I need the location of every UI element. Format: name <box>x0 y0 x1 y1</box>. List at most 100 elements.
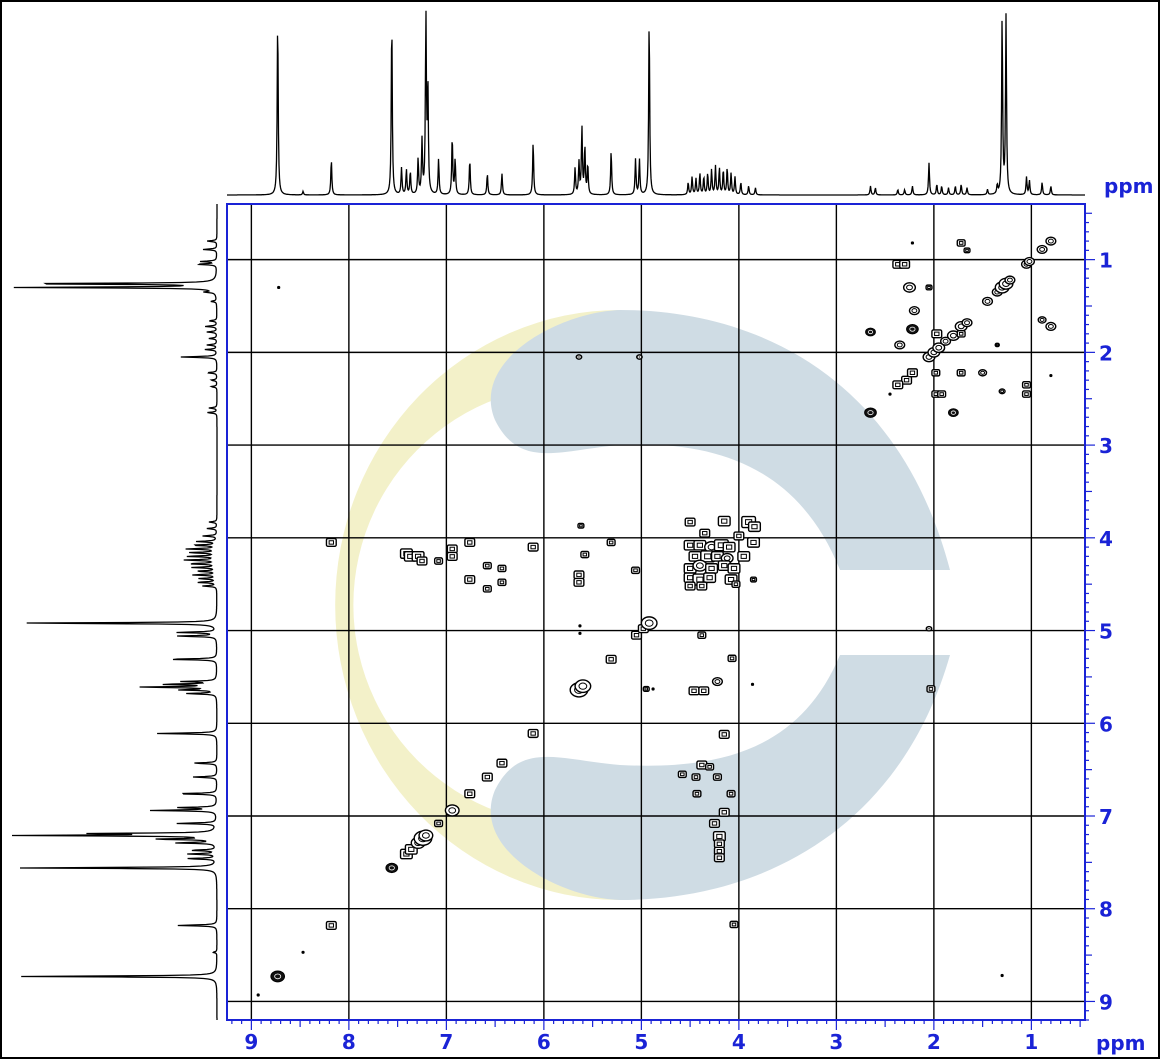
cross-peak <box>713 839 725 849</box>
cross-peak <box>925 284 933 291</box>
cross-peak <box>1049 373 1053 378</box>
cross-peak-contour <box>895 382 901 388</box>
cross-peak <box>651 687 655 691</box>
cross-peak-contour <box>980 370 986 375</box>
cross-peak <box>1004 275 1016 285</box>
cross-peak <box>956 368 966 377</box>
cross-peak <box>270 970 286 983</box>
cross-peak <box>481 772 493 782</box>
cross-peak-contour <box>958 370 964 375</box>
cross-peak <box>642 685 650 693</box>
cross-peak-contour <box>699 762 705 768</box>
cross-peak-contour <box>577 355 581 359</box>
cross-peak <box>1037 316 1047 324</box>
cross-peak-contour <box>699 633 705 638</box>
x-axis-unit-label: ppm <box>1096 1031 1145 1055</box>
cross-peak <box>606 538 616 547</box>
cross-peak-contour <box>637 355 642 359</box>
cross-peak-contour <box>687 519 693 525</box>
cross-peak <box>940 336 952 346</box>
cross-peak-contour <box>903 377 910 383</box>
cross-peak-contour <box>750 539 757 546</box>
cross-peak <box>256 993 260 997</box>
cross-peak <box>864 407 877 418</box>
y-tick-label: 2 <box>1099 341 1113 365</box>
cross-peak <box>578 631 582 635</box>
cross-peak-contour <box>485 586 490 591</box>
cross-peak <box>677 770 687 779</box>
cross-peak <box>527 542 539 552</box>
cross-peak <box>963 247 971 254</box>
cross-peak <box>899 259 911 269</box>
y-tick-label: 9 <box>1099 990 1113 1014</box>
cross-peak-contour <box>1039 246 1046 252</box>
cross-peak <box>1036 244 1048 255</box>
y-tick-label: 1 <box>1099 249 1113 273</box>
watermark-ring <box>335 310 620 900</box>
cross-peak <box>630 566 641 575</box>
cross-peak <box>688 686 700 696</box>
cross-peak <box>1045 321 1057 332</box>
cross-peak <box>727 563 741 574</box>
cross-peak-contour <box>695 562 704 569</box>
y-tick-label: 6 <box>1099 712 1113 736</box>
cross-peak <box>956 239 966 247</box>
cross-peak <box>446 551 458 561</box>
cross-peak-contour <box>928 687 934 691</box>
cross-peak-contour <box>1039 317 1045 322</box>
cross-peak-contour <box>408 846 415 852</box>
cross-peak-contour <box>696 542 704 548</box>
cross-peak-contour <box>733 582 739 587</box>
y-tick-label: 8 <box>1099 898 1113 922</box>
cross-peak <box>733 531 745 541</box>
cross-peak-contour <box>950 410 956 415</box>
cross-peak <box>892 380 904 390</box>
cross-peak-contour <box>730 565 738 571</box>
cross-peak <box>464 789 476 799</box>
cross-peak <box>698 686 710 696</box>
cross-peak-contour <box>708 565 715 571</box>
cross-peak-contour <box>419 558 425 564</box>
cross-peak <box>577 522 585 529</box>
y-tick-label: 5 <box>1099 620 1113 644</box>
cross-peak-contour <box>633 632 640 638</box>
cross-peak <box>746 537 761 548</box>
cross-peak <box>482 584 492 593</box>
cross-peak <box>908 306 920 316</box>
cross-peak-contour <box>699 583 705 589</box>
cross-peak-contour <box>701 688 707 694</box>
cross-peak-contour <box>467 577 473 582</box>
cross-peak <box>496 758 508 768</box>
x-tick-label: 3 <box>829 1030 843 1054</box>
cross-peak-contour <box>949 332 957 339</box>
cross-peak-contour <box>939 392 944 396</box>
y-axis-ticks: 1 2 3 4 5 6 7 8 9 <box>1085 212 1113 1021</box>
cross-peak-contour <box>633 568 638 573</box>
cross-peak-contour <box>958 331 964 336</box>
cross-peak-contour <box>576 580 582 585</box>
cross-peak-contour <box>934 331 940 337</box>
cross-peak-contour <box>706 575 713 581</box>
cross-peak <box>906 368 918 378</box>
cross-peak-contour <box>388 865 395 871</box>
cross-peak <box>1021 380 1032 389</box>
cross-peak <box>978 368 988 377</box>
y-tick-label: 4 <box>1099 527 1113 551</box>
cross-peak <box>464 537 476 548</box>
cross-peak <box>981 296 994 306</box>
x-tick-label: 9 <box>244 1030 258 1054</box>
cross-peak-contour <box>448 807 457 814</box>
cross-peak-contour <box>1047 238 1054 244</box>
cross-peak <box>926 685 936 693</box>
cross-peak <box>527 728 539 739</box>
watermark-logo <box>335 310 975 900</box>
cross-peak-contour <box>721 563 728 569</box>
cross-peak <box>712 773 723 781</box>
cross-peak-contour <box>751 524 758 530</box>
cross-peak-contour <box>691 688 697 694</box>
cross-peak <box>931 329 943 339</box>
top-projection-spectrum <box>227 10 1085 196</box>
left-projection-spectrum <box>11 204 218 1020</box>
cross-peak-contour <box>906 284 913 291</box>
cross-peak-contour <box>711 821 718 826</box>
